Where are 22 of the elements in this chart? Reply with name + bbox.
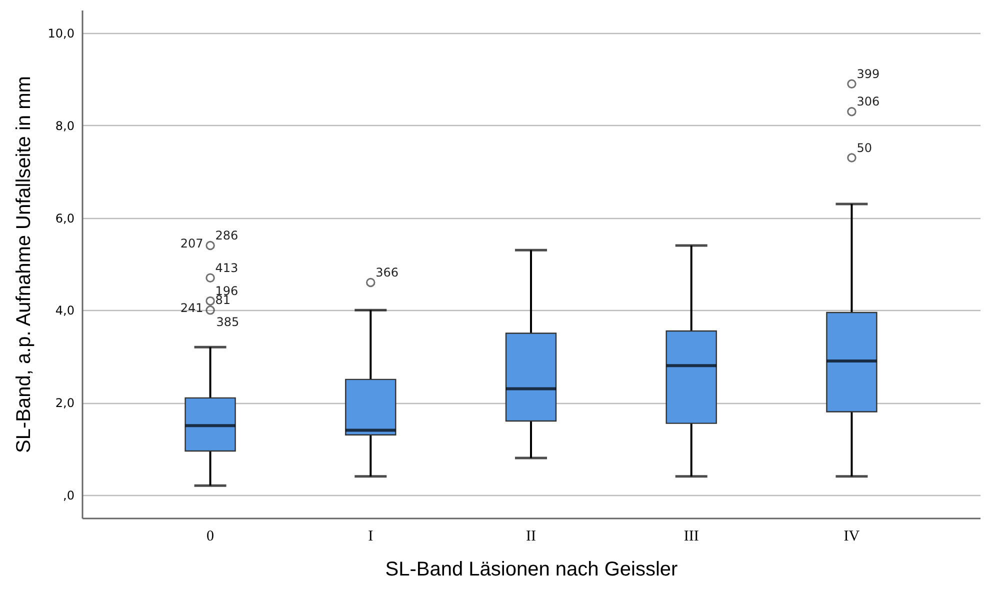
x-tick-label: III	[684, 528, 699, 544]
y-axis-title: SL-Band, a.p. Aufnahme Unfallseite in mm	[12, 76, 35, 453]
x-axis-title: SL-Band Läsionen nach Geissler	[385, 558, 678, 580]
y-tick-label: 4,0	[55, 304, 74, 318]
annotation: 286	[215, 228, 238, 243]
y-tick-label: 2,0	[55, 396, 74, 410]
annotation: 50	[856, 140, 872, 155]
x-tick-label: 0	[206, 528, 214, 544]
annotation: 385	[216, 315, 240, 330]
annotation: 399	[856, 66, 880, 81]
y-tick-label: 6,0	[55, 211, 74, 226]
annotation: 366	[376, 265, 399, 280]
y-tick-label: 10,0	[48, 26, 74, 41]
annotation: 413	[215, 260, 238, 275]
annotation: 241	[180, 301, 204, 316]
y-tick-label: ,0	[63, 488, 74, 502]
x-tick-label: IV	[844, 528, 860, 544]
annotation: 306	[856, 94, 880, 109]
y-tick-label: 8,0	[55, 118, 74, 133]
x-tick-label: II	[526, 528, 536, 544]
x-tick-label: I	[368, 528, 374, 544]
annotation: 207	[180, 236, 204, 251]
